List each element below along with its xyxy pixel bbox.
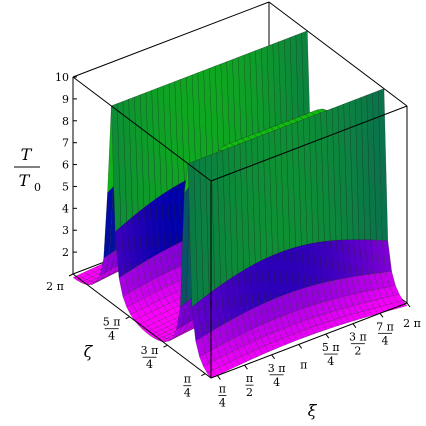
svg-text:5 π: 5 π bbox=[103, 316, 121, 329]
z-tick-label: 7 bbox=[62, 137, 69, 150]
svg-text:4: 4 bbox=[382, 334, 389, 347]
zeta-tick-label: 3 π4 bbox=[141, 344, 159, 371]
svg-text:2 π: 2 π bbox=[46, 280, 64, 293]
zeta-tick-mark bbox=[68, 273, 74, 277]
box-edge-top-right bbox=[268, 1, 408, 107]
xi-tick-mark bbox=[406, 302, 411, 308]
z-tick-label: 5 bbox=[62, 180, 69, 193]
z-axis-label-denominator: T bbox=[19, 171, 31, 190]
svg-text:5 π: 5 π bbox=[322, 341, 340, 354]
svg-text:3 π: 3 π bbox=[349, 331, 367, 344]
svg-text:2: 2 bbox=[354, 345, 361, 358]
svg-text:3 π: 3 π bbox=[141, 344, 159, 357]
svg-text:3 π: 3 π bbox=[268, 362, 286, 375]
xi-tick-mark bbox=[271, 354, 276, 360]
box-edge-top-front bbox=[210, 105, 408, 182]
xi-tick-label: 5 π4 bbox=[322, 341, 340, 368]
xi-tick-label: π bbox=[300, 358, 307, 371]
surface-mesh bbox=[72, 30, 408, 379]
xi-axis-label: ξ bbox=[308, 401, 318, 420]
svg-text:2: 2 bbox=[246, 386, 253, 399]
z-tick-label: 9 bbox=[62, 93, 69, 106]
xi-tick-label: π4 bbox=[218, 383, 227, 410]
z-tick-label: 3 bbox=[62, 224, 69, 237]
z-tick-label: 6 bbox=[62, 159, 69, 172]
svg-text:4: 4 bbox=[108, 330, 115, 343]
xi-tick-mark bbox=[298, 344, 303, 349]
svg-text:π: π bbox=[219, 383, 226, 396]
svg-text:4: 4 bbox=[273, 376, 280, 389]
svg-text:4: 4 bbox=[219, 397, 226, 410]
z-axis-label-subscript: 0 bbox=[34, 181, 41, 194]
box-edge-top-left bbox=[72, 76, 212, 182]
svg-text:π: π bbox=[300, 358, 307, 371]
svg-text:4: 4 bbox=[146, 358, 153, 371]
svg-text:π: π bbox=[184, 373, 191, 386]
zeta-tick-label: 2 π bbox=[46, 280, 64, 293]
svg-text:7 π: 7 π bbox=[376, 320, 394, 333]
xi-tick-label: 3 π4 bbox=[268, 362, 286, 389]
xi-tick-mark bbox=[325, 333, 330, 339]
xi-tick-label: 3 π2 bbox=[349, 331, 367, 358]
zeta-tick-label: π4 bbox=[183, 373, 192, 400]
xi-tick-mark bbox=[379, 313, 384, 318]
z-tick-label: 8 bbox=[62, 115, 69, 128]
z-axis-label-numerator: T bbox=[21, 145, 33, 164]
xi-tick-label: π2 bbox=[245, 372, 254, 399]
box-edge-front-floor-left bbox=[72, 273, 212, 379]
zeta-tick-label: 5 π4 bbox=[103, 316, 121, 343]
xi-tick-mark bbox=[244, 364, 248, 370]
xi-tick-mark bbox=[352, 323, 357, 328]
zeta-tick-mark bbox=[125, 316, 130, 320]
xi-tick-label: 2 π bbox=[403, 317, 421, 330]
xi-tick-mark bbox=[216, 375, 221, 380]
svg-text:2 π: 2 π bbox=[403, 317, 421, 330]
z-tick-label: 10 bbox=[55, 71, 69, 84]
z-tick-label: 4 bbox=[62, 202, 69, 215]
box-edge-top-back bbox=[72, 1, 270, 78]
svg-text:4: 4 bbox=[327, 355, 334, 368]
z-tick-label: 2 bbox=[62, 246, 69, 259]
xi-tick-label: 7 π4 bbox=[376, 320, 394, 347]
zeta-tick-mark bbox=[163, 344, 168, 348]
svg-text:4: 4 bbox=[184, 387, 191, 400]
box-edge-front-floor-right bbox=[210, 302, 408, 379]
zeta-tick-mark bbox=[201, 373, 206, 377]
svg-text:π: π bbox=[246, 372, 253, 385]
bounding-box-front bbox=[72, 1, 408, 379]
zeta-axis-label: ζ bbox=[84, 342, 94, 361]
axis-labels: T T 0 ζ ξ bbox=[14, 145, 318, 420]
